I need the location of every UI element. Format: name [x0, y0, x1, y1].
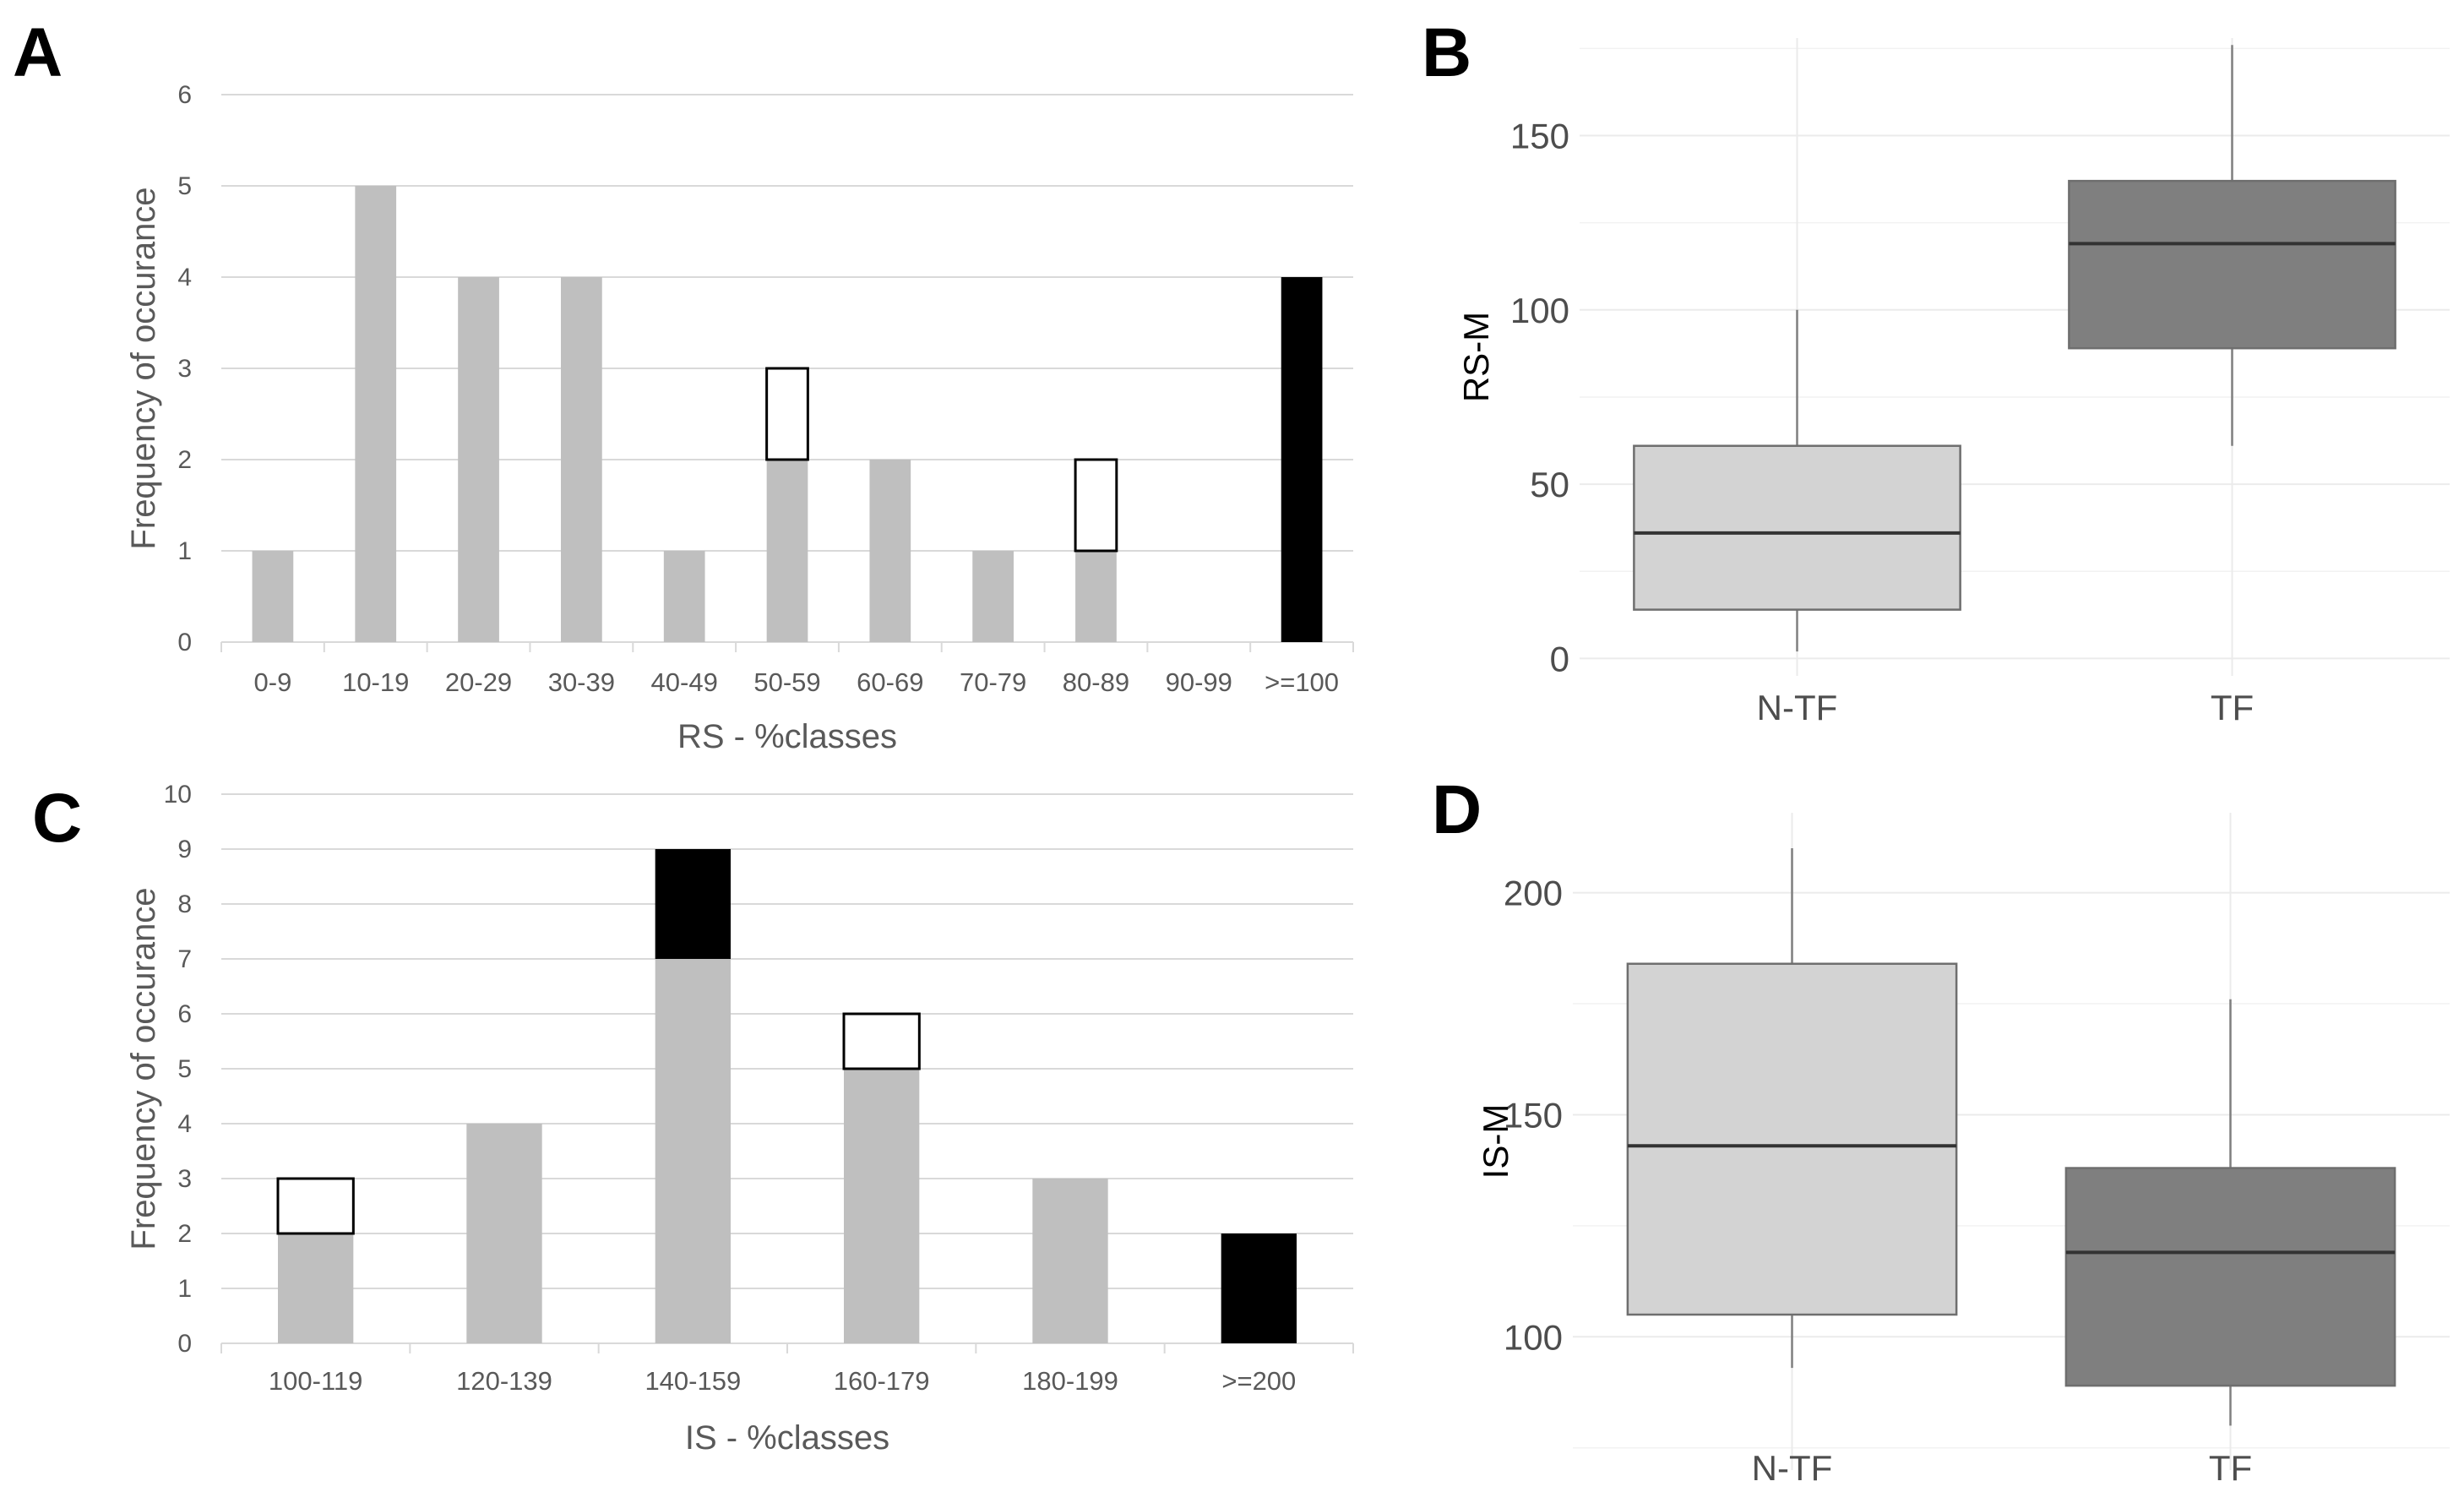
bar-grey — [458, 277, 499, 642]
x-axis-label: RS - %classes — [677, 718, 897, 755]
y-tick-label: 7 — [177, 945, 192, 973]
y-tick-label: 0 — [177, 1330, 192, 1358]
x-tick-label: 80-89 — [1063, 667, 1129, 697]
x-tick-label: 160-179 — [834, 1366, 930, 1396]
y-tick-label: 100 — [1504, 1317, 1563, 1357]
y-axis-label: Frequency of occurance — [125, 887, 162, 1250]
y-axis-label: RS-M — [1456, 312, 1496, 402]
y-tick-label: 1 — [177, 1275, 192, 1303]
box-n-tf — [1626, 962, 1958, 1316]
x-tick-label: 10-19 — [342, 667, 409, 697]
bar-grey — [252, 551, 294, 642]
x-tick-label: 20-29 — [445, 667, 512, 697]
x-tick-label: 70-79 — [960, 667, 1026, 697]
y-tick-label: 5 — [177, 172, 192, 200]
x-tick-label: 60-69 — [857, 667, 923, 697]
bar-black — [1281, 277, 1323, 642]
bar-grey — [869, 460, 911, 642]
chart-panel-c: 0 1 2 3 4 5 6 7 8 9 10 100-119 120-139 140-159 160-179… — [125, 781, 1354, 1457]
bar-grey — [278, 1233, 354, 1343]
x-tick-label: 30-39 — [548, 667, 615, 697]
bar-grey — [1032, 1179, 1108, 1343]
y-tick-label: 6 — [177, 81, 192, 109]
bar-chart-is: 0 1 2 3 4 5 6 7 8 9 10 100-119 120-139 140-159 160-179… — [125, 781, 1354, 1457]
bar-grey — [1075, 551, 1117, 642]
y-tick-label: 10 — [164, 781, 192, 809]
x-tick-label: 40-49 — [651, 667, 718, 697]
chart-panel-b: 0 50 100 150 N-TF TF RS-M — [1456, 38, 2450, 727]
y-tick-label: 4 — [177, 264, 192, 291]
x-axis-label: IS - %classes — [685, 1419, 889, 1457]
y-tick-label: 4 — [177, 1110, 192, 1138]
bar-black — [655, 849, 731, 959]
bar-grey — [355, 186, 397, 642]
y-tick-label: 3 — [177, 355, 192, 383]
x-tick-label: TF — [2211, 688, 2254, 727]
x-tick-label: >=100 — [1265, 667, 1339, 697]
y-tick-label: 150 — [1504, 1095, 1563, 1135]
bar-white — [765, 367, 809, 461]
x-tick-label: 180-199 — [1022, 1366, 1118, 1396]
y-axis-label: IS-M — [1476, 1104, 1515, 1179]
y-tick-label: 5 — [177, 1055, 192, 1083]
y-tick-label: 200 — [1504, 874, 1563, 913]
y-tick-label: 2 — [177, 1220, 192, 1248]
x-tick-label: 90-99 — [1166, 667, 1232, 697]
x-tick-label: 100-119 — [269, 1366, 362, 1396]
bar-grey — [655, 959, 731, 1343]
x-tick-label: N-TF — [1757, 688, 1838, 727]
panel-label-d: D — [1432, 771, 1482, 848]
boxplot-rs-m: 0 50 100 150 N-TF TF RS-M — [1456, 38, 2450, 727]
x-tick-label: 140-159 — [645, 1366, 741, 1396]
y-tick-label: 100 — [1510, 291, 1569, 330]
x-tick-label: >=200 — [1221, 1366, 1296, 1396]
x-tick-label: 50-59 — [753, 667, 820, 697]
box-tf — [2068, 179, 2396, 350]
y-tick-label: 6 — [177, 1000, 192, 1028]
box-n-tf — [1633, 444, 1961, 611]
bar-grey — [766, 460, 808, 642]
y-tick-label: 0 — [1550, 639, 1569, 678]
x-tick-label: 0-9 — [254, 667, 292, 697]
y-tick-label: 150 — [1510, 117, 1569, 156]
bar-chart-rs: 0 1 2 3 4 5 6 0-9 10-19 20-29 30-39 40-49 50-59 60-69… — [125, 81, 1354, 755]
bar-grey — [663, 551, 705, 642]
bar-grey — [561, 277, 602, 642]
y-tick-label: 8 — [177, 890, 192, 918]
bar-grey — [972, 551, 1014, 642]
x-tick-label: 120-139 — [456, 1366, 552, 1396]
bar-grey — [844, 1069, 920, 1343]
y-tick-label: 50 — [1530, 465, 1569, 504]
y-tick-label: 1 — [177, 537, 192, 565]
panel-label-b: B — [1422, 14, 1472, 91]
chart-panel-a: 0 1 2 3 4 5 6 0-9 10-19 20-29 30-39 40-49 50-59 60-69… — [0, 0, 1385, 760]
y-tick-label: 0 — [177, 629, 192, 656]
y-axis-label: Frequency of occurance — [125, 187, 162, 549]
x-tick-label: N-TF — [1752, 1448, 1833, 1488]
panel-label-a: A — [13, 14, 63, 91]
y-tick-label: 9 — [177, 836, 192, 863]
bar-white — [1074, 458, 1118, 553]
y-tick-label: 3 — [177, 1165, 192, 1193]
box-tf — [2064, 1167, 2396, 1387]
bar-white — [276, 1177, 355, 1235]
bar-grey — [466, 1124, 542, 1343]
x-tick-label: TF — [2209, 1448, 2252, 1488]
bar-black — [1221, 1233, 1297, 1343]
bar-white — [842, 1012, 921, 1070]
y-tick-label: 2 — [177, 446, 192, 474]
panel-label-c: C — [32, 780, 83, 857]
